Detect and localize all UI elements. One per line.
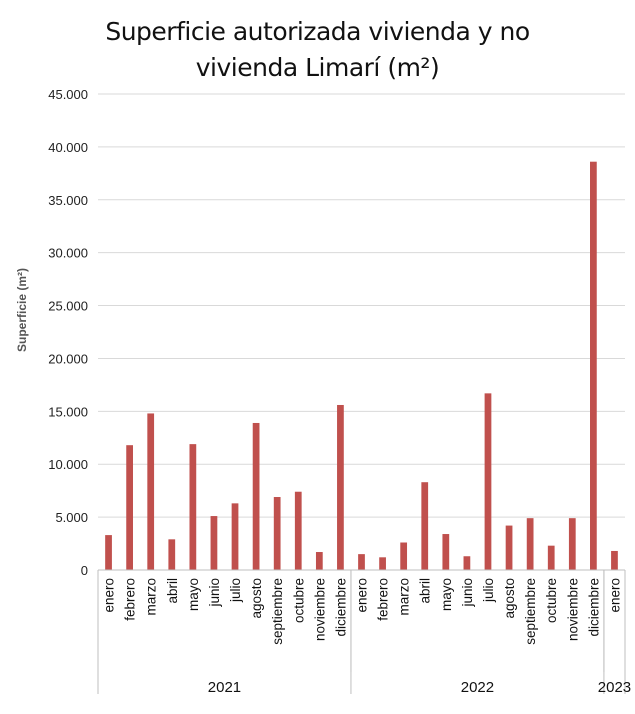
bar (568, 518, 576, 570)
y-tick-label: 35.000 (48, 193, 88, 208)
x-axis (97, 569, 626, 694)
bar (273, 497, 281, 570)
y-axis-label: Superficie (m²) (15, 268, 29, 352)
y-tick-label: 25.000 (48, 299, 88, 314)
bar (168, 539, 176, 570)
x-category-label: diciembre (333, 578, 348, 637)
x-category-label: febrero (123, 578, 138, 621)
x-category-label: enero (355, 578, 370, 613)
x-category-label: octubre (544, 578, 559, 623)
x-axis-group-labels: 2021 2022 2023 (208, 679, 631, 696)
bar (126, 445, 133, 570)
bar (484, 393, 492, 570)
x-category-label: diciembre (586, 578, 601, 637)
x-category-label: septiembre (523, 578, 538, 645)
x-category-label: noviembre (565, 578, 580, 641)
x-category-label: octubre (291, 578, 306, 623)
x-category-label: marzo (144, 578, 159, 616)
y-tick-label: 45.000 (48, 87, 88, 102)
x-category-label: julio (228, 578, 243, 603)
x-category-label: mayo (186, 578, 201, 611)
bar (294, 491, 302, 570)
x-group-label: 2023 (598, 679, 631, 696)
bars (105, 161, 618, 570)
chart-title-line-1: Superficie autorizada vivienda y no (105, 17, 530, 46)
bar (463, 556, 471, 570)
bar (505, 525, 513, 570)
chart-title: Superficie autorizada vivienda y no vivi… (0, 14, 635, 86)
x-category-label: septiembre (270, 578, 285, 645)
bar (189, 444, 197, 570)
bar (105, 535, 112, 570)
x-category-label: marzo (397, 578, 412, 616)
bar (231, 503, 239, 570)
bar (379, 557, 386, 570)
x-category-label: febrero (376, 578, 391, 621)
x-group-label: 2022 (461, 679, 494, 696)
bar (590, 161, 597, 570)
bar (547, 545, 555, 570)
x-category-label: enero (607, 578, 622, 613)
bar (147, 413, 155, 570)
bar (421, 482, 429, 570)
bar (526, 518, 534, 570)
x-category-label: julio (481, 578, 496, 603)
x-axis-category-labels: enero febrero marzo abril mayo junio julio agos… (102, 578, 623, 645)
x-category-label: junio (207, 578, 222, 608)
x-category-label: noviembre (312, 578, 327, 641)
chart-title-line-2: vivienda Limarí (m²) (195, 53, 440, 82)
x-category-label: abril (418, 578, 433, 604)
y-tick-label: 5.000 (55, 510, 88, 525)
bar (400, 542, 408, 570)
y-tick-label: 20.000 (48, 351, 88, 366)
x-category-label: agosto (249, 578, 264, 619)
x-category-label: junio (460, 578, 475, 608)
y-tick-label: 30.000 (48, 246, 88, 261)
x-category-label: agosto (502, 578, 517, 619)
x-group-label: 2021 (208, 679, 241, 696)
x-category-label: abril (165, 578, 180, 604)
y-tick-label: 10.000 (48, 457, 88, 472)
y-tick-label: 15.000 (48, 404, 88, 419)
y-tick-label: 0 (81, 563, 88, 578)
bar (210, 516, 218, 570)
x-category-label: mayo (439, 578, 454, 611)
x-category-label: enero (102, 578, 117, 613)
bar (315, 552, 323, 570)
gridlines (98, 93, 625, 518)
bar (337, 404, 344, 570)
y-tick-label: 40.000 (48, 140, 88, 155)
y-axis-ticks: 0 5.000 10.000 15.000 20.000 25.000 30.000 35.0… (48, 87, 88, 578)
bar (442, 534, 450, 570)
bar (252, 422, 260, 570)
bar (611, 550, 618, 570)
bar (358, 554, 365, 570)
